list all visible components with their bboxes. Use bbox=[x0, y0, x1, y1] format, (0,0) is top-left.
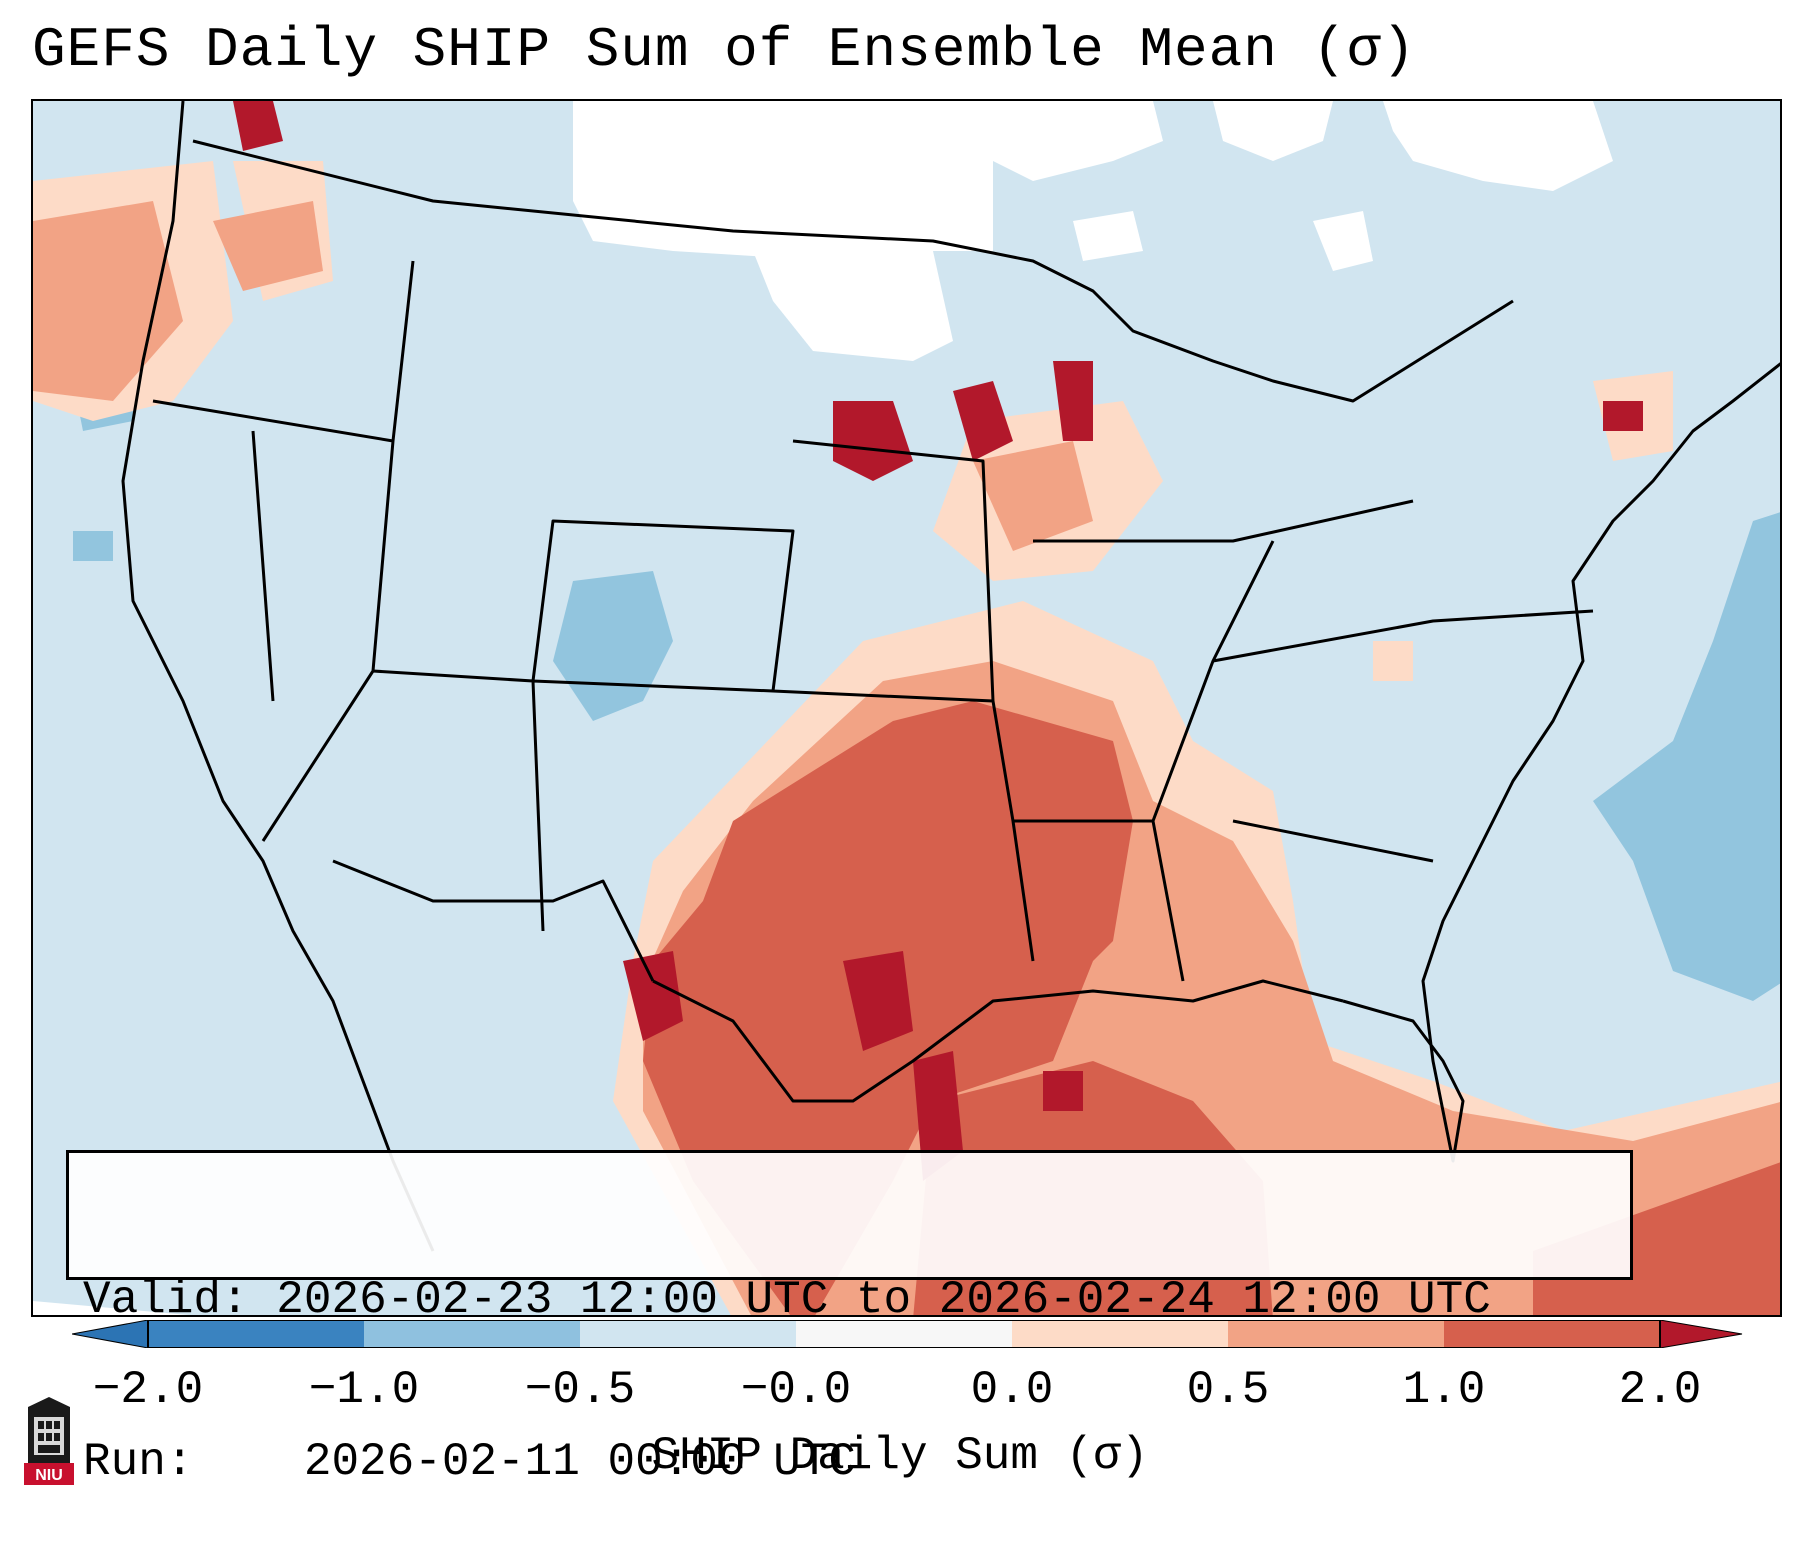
tick-label: −1.0 bbox=[308, 1364, 420, 1416]
tick-label: −0.5 bbox=[524, 1364, 636, 1416]
tick-label: −2.0 bbox=[92, 1364, 204, 1416]
colorbar-extend-high bbox=[1659, 1320, 1743, 1348]
niu-logo-icon: NIU bbox=[24, 1397, 74, 1485]
colorbar-label: SHIP Daily Sum (σ) bbox=[651, 1430, 1149, 1482]
colorbar-segment-4 bbox=[796, 1320, 1012, 1348]
tick-label: 0.5 bbox=[1186, 1364, 1270, 1416]
atlantic-coastline bbox=[1342, 362, 1780, 1163]
colorbar-segment-7 bbox=[1444, 1320, 1660, 1348]
tick-label: 0.0 bbox=[970, 1364, 1054, 1416]
mexico-border bbox=[332, 859, 655, 982]
valid-run-info-box: Valid: 2026-02-23 12:00 UTC to 2026-02-2… bbox=[66, 1150, 1633, 1488]
logo-text: NIU bbox=[35, 1467, 63, 1484]
colorbar-segment-1 bbox=[148, 1320, 364, 1348]
boundaries bbox=[121, 101, 1780, 1252]
pacific-coastline bbox=[121, 101, 435, 1252]
chart-title: GEFS Daily SHIP Sum of Ensemble Mean (σ) bbox=[32, 18, 1417, 82]
run-label: Run: bbox=[83, 1436, 194, 1488]
colorbar-segment-2 bbox=[364, 1320, 580, 1348]
colorbar-outline bbox=[147, 1320, 1661, 1348]
tick-label: 2.0 bbox=[1618, 1364, 1702, 1416]
valid-time-range: 2026-02-23 12:00 UTC to 2026-02-24 12:00… bbox=[276, 1274, 1491, 1326]
canada-border bbox=[192, 139, 1514, 403]
negative-anomaly-areas bbox=[73, 371, 1780, 1001]
colorbar-extend-low bbox=[72, 1320, 149, 1348]
valid-label: Valid: bbox=[83, 1274, 249, 1326]
missing-data-areas bbox=[33, 101, 1613, 1315]
tick-label: −0.0 bbox=[740, 1364, 852, 1416]
state-lines bbox=[152, 260, 1594, 982]
colorbar bbox=[72, 1320, 1743, 1348]
gulf-coastline bbox=[652, 979, 1344, 1103]
colorbar-segment-3 bbox=[580, 1320, 796, 1348]
anomaly-above-2.0 bbox=[233, 101, 1643, 1181]
colorbar-segment-6 bbox=[1228, 1320, 1444, 1348]
map-panel bbox=[31, 99, 1782, 1317]
valid-line: Valid: 2026-02-23 12:00 UTC to 2026-02-2… bbox=[83, 1273, 1616, 1327]
run-time: 2026-02-11 00:00 UTC bbox=[303, 1436, 856, 1488]
colorbar-segment-5 bbox=[1012, 1320, 1228, 1348]
run-line: Run: 2026-02-11 00:00 UTC bbox=[83, 1435, 1616, 1489]
map-canvas bbox=[33, 101, 1780, 1315]
tick-label: 1.0 bbox=[1402, 1364, 1486, 1416]
